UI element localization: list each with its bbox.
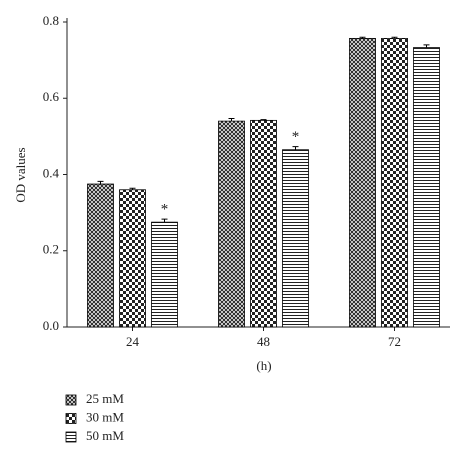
error-bar <box>391 36 398 39</box>
bar <box>381 37 408 328</box>
annotation: * <box>292 129 300 145</box>
error-bar <box>260 119 267 121</box>
error-bar <box>97 180 104 185</box>
bar <box>349 37 376 328</box>
x-axis-label: (h) <box>256 358 271 373</box>
bar <box>87 183 114 328</box>
x-tick-label: 72 <box>388 334 401 349</box>
bar <box>218 120 245 328</box>
y-tick-label: 0.4 <box>43 165 60 180</box>
legend-label: 25 mM <box>86 391 124 406</box>
y-tick-label: 0.0 <box>43 318 59 333</box>
legend-label: 50 mM <box>86 428 124 443</box>
bar <box>250 119 277 328</box>
legend-swatch <box>65 413 77 424</box>
legend-label: 30 mM <box>86 409 124 424</box>
error-bar <box>292 146 299 150</box>
annotation: * <box>161 202 169 218</box>
x-tick-label: 48 <box>257 334 270 349</box>
legend-swatch <box>65 431 77 443</box>
legend-swatch <box>65 394 77 406</box>
y-tick-label: 0.8 <box>43 13 59 28</box>
y-axis-label: OD values <box>13 147 28 202</box>
bar <box>413 47 440 328</box>
error-bar <box>129 187 136 190</box>
y-tick-label: 0.2 <box>43 242 59 257</box>
y-tick-label: 0.6 <box>43 89 60 104</box>
x-tick-label: 24 <box>126 334 140 349</box>
bar <box>151 221 178 328</box>
error-bar <box>359 36 366 39</box>
error-bar <box>228 117 235 122</box>
bar <box>282 149 309 328</box>
bar <box>119 189 146 328</box>
error-bar <box>161 218 168 223</box>
error-bar <box>423 44 430 48</box>
